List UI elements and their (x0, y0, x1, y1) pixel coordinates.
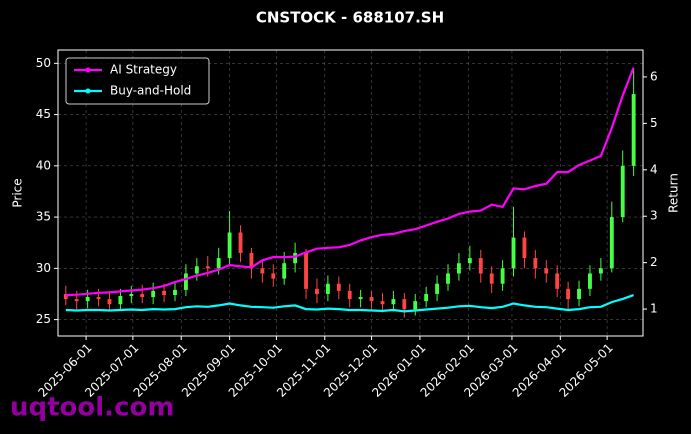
legend-label: Buy-and-Hold (110, 84, 191, 98)
candle-body (85, 297, 90, 302)
candle-body (435, 283, 440, 294)
return-line (65, 67, 635, 297)
candle-body (96, 297, 101, 300)
candle-body (402, 299, 407, 310)
y2-tick-label: 5 (650, 116, 658, 130)
candle-body (304, 252, 308, 289)
candle-body (282, 263, 287, 279)
candle-body (609, 217, 614, 269)
candle-body (63, 293, 68, 300)
candle-body (620, 165, 625, 218)
candle-body (107, 299, 112, 305)
candle-body (151, 290, 156, 298)
candle-body (336, 283, 341, 291)
candle-body (413, 301, 418, 310)
y2-tick-label: 4 (650, 162, 658, 176)
candle-body (533, 258, 538, 269)
candle-body (478, 258, 483, 274)
candle-body (456, 263, 461, 274)
candle-body (380, 301, 385, 305)
y-tick-label: 50 (36, 56, 51, 70)
candle-body (194, 266, 199, 274)
candle-body (260, 268, 265, 274)
candle-body (249, 252, 254, 269)
candle-body (566, 288, 571, 300)
candle-body (598, 268, 603, 274)
candle-body (205, 266, 210, 269)
candle-body (511, 237, 516, 269)
return-line (65, 294, 634, 313)
candle-body (315, 288, 319, 294)
y-tick-label: 35 (36, 210, 51, 224)
candle-body (183, 273, 188, 290)
y-tick-label: 40 (36, 158, 51, 172)
candle-body (391, 299, 396, 305)
candle-body (347, 290, 352, 300)
candle-body (140, 293, 145, 298)
y-tick-label: 25 (36, 312, 51, 326)
candle-body (544, 268, 549, 274)
candle-body (129, 293, 134, 297)
y2-tick-label: 6 (650, 69, 658, 83)
legend-label: AI Strategy (110, 63, 177, 77)
candle-body (227, 232, 232, 259)
y-tick-label: 45 (36, 107, 51, 121)
candle-body (162, 290, 167, 295)
candle-body (271, 273, 276, 279)
candle-body (74, 299, 79, 302)
candle-body (118, 296, 123, 305)
y2-tick-label: 2 (650, 255, 658, 269)
candle-body (588, 273, 592, 289)
candle-body (325, 283, 330, 294)
candle-body (522, 237, 527, 259)
candle-body (424, 293, 429, 302)
plot-frame (57, 49, 644, 337)
candle-body (489, 273, 494, 284)
y-axis-label: Price (11, 178, 25, 207)
y2-tick-label: 1 (650, 302, 658, 316)
candle-body (369, 297, 374, 302)
candle-body (358, 297, 363, 300)
candle-body (631, 94, 636, 166)
candle-body (577, 288, 581, 300)
legend-marker (85, 67, 91, 73)
candle-body (238, 232, 243, 253)
candle-body (173, 289, 177, 295)
y2-axis-label: Return (667, 173, 681, 213)
candle-body (467, 258, 472, 264)
candle-body (446, 273, 450, 284)
candle-body (293, 252, 298, 264)
candle-body (500, 268, 505, 284)
y2-tick-label: 3 (650, 209, 658, 223)
candle-body (216, 258, 221, 269)
legend-marker (85, 88, 91, 94)
y-tick-label: 30 (36, 261, 51, 275)
candle-body (555, 273, 560, 289)
chart-title: CNSTOCK - 688107.SH (256, 9, 444, 27)
watermark: uqtool.com (10, 393, 174, 423)
